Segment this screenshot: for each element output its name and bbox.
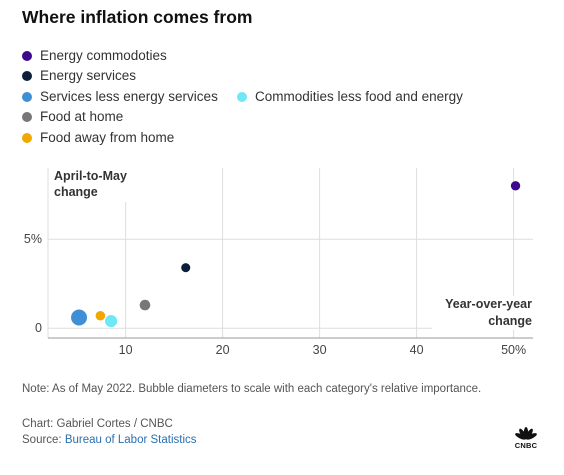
- x-tick-label: 20: [216, 343, 230, 357]
- legend-item-food-at-home: Food at home: [22, 109, 123, 124]
- peacock-icon: [515, 427, 537, 440]
- legend-item-commodities-less-food-energy: Commodities less food and energy: [237, 89, 463, 104]
- data-point: [104, 315, 118, 328]
- x-tick-label: 50%: [501, 343, 526, 357]
- data-point: [510, 181, 521, 191]
- data-point: [71, 309, 88, 326]
- data-point: [139, 299, 151, 311]
- axis-labels: April-to-May change Year-over-year chang…: [50, 168, 532, 330]
- legend-label: Energy services: [40, 68, 137, 83]
- x-axis-label-background: [432, 296, 532, 330]
- x-tick-label: 40: [410, 343, 424, 357]
- legend-label: Food at home: [40, 109, 124, 124]
- axis-ticks: 10 20 30 40 50% 0 5%: [24, 232, 526, 357]
- brand-logo: CNBC: [508, 421, 544, 450]
- legend-item-energy-commodities: Energy commodoties: [22, 48, 167, 63]
- x-tick-label: 30: [313, 343, 327, 357]
- y-axis-label-background: [50, 168, 134, 202]
- x-axis-label-line-2: change: [488, 314, 532, 328]
- data-point: [95, 310, 106, 321]
- data-point: [181, 263, 191, 273]
- legend-item-energy-services: Energy services: [22, 68, 136, 83]
- legend-swatch: [237, 91, 247, 102]
- x-axis-label-line-1: Year-over-year: [445, 297, 532, 311]
- legend-label: Food away from home: [40, 130, 175, 145]
- y-tick-label: 0: [35, 321, 42, 335]
- source-line: Source: Bureau of Labor Statistics: [22, 432, 492, 448]
- data-points: [71, 181, 521, 328]
- chart-title: Where inflation comes from: [22, 7, 253, 27]
- brand-wordmark: CNBC: [514, 441, 538, 450]
- legend-label: Commodities less food and energy: [255, 89, 463, 104]
- legend-label: Energy commodoties: [40, 48, 167, 63]
- legend-swatch: [22, 91, 32, 102]
- legend-item-services-less-energy: Services less energy services: [22, 89, 218, 104]
- scatter-chart: 10 20 30 40 50% 0 5% April-to-May change Year-…: [24, 168, 533, 357]
- x-tick-label: 10: [119, 343, 133, 357]
- y-tick-label: 5%: [24, 232, 42, 246]
- legend-swatch: [22, 50, 32, 61]
- legend-swatch: [22, 70, 32, 81]
- y-axis-label-line-2: change: [54, 185, 98, 199]
- footnote: Note: As of May 2022. Bubble diameters t…: [22, 383, 482, 395]
- legend-item-food-away-from-home: Food away from home: [22, 130, 174, 145]
- y-axis-label-line-1: April-to-May: [54, 169, 127, 183]
- source-link[interactable]: Bureau of Labor Statistics: [64, 434, 197, 446]
- legend-label: Services less energy services: [40, 89, 218, 104]
- source-prefix: Source:: [22, 434, 65, 446]
- chart-credit: Chart: Gabriel Cortes / CNBC: [22, 418, 173, 430]
- legend-swatch: [22, 132, 32, 143]
- legend-swatch: [22, 111, 32, 122]
